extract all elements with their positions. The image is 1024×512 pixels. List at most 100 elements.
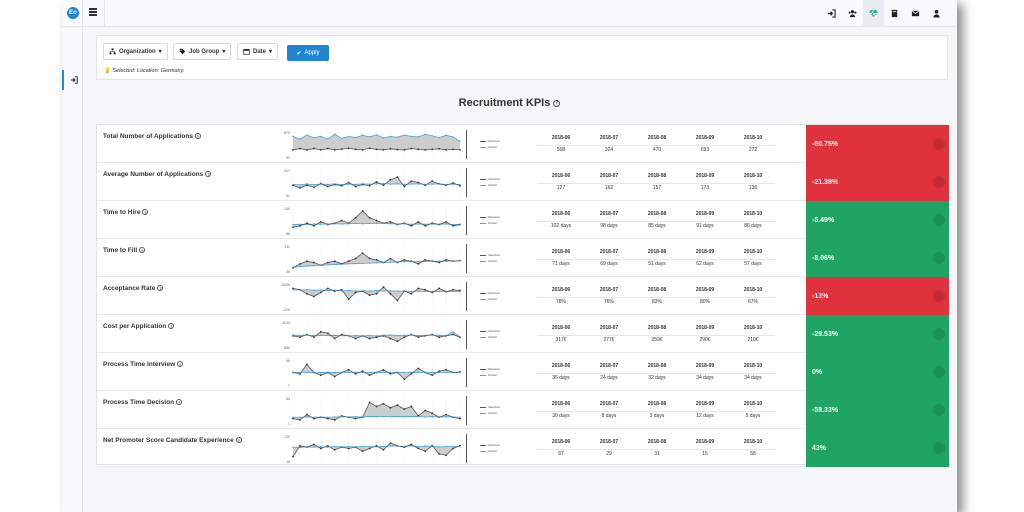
selection-point[interactable] <box>306 222 308 225</box>
global-point[interactable] <box>292 334 294 336</box>
selection-point[interactable] <box>396 176 399 178</box>
selection-point[interactable] <box>445 368 447 371</box>
global-point[interactable] <box>327 183 329 186</box>
global-point[interactable] <box>452 183 454 185</box>
global-point[interactable] <box>361 416 364 418</box>
global-point[interactable] <box>313 223 315 225</box>
heart-pulse-icon[interactable] <box>863 0 884 27</box>
selection-point[interactable] <box>319 220 322 223</box>
global-point[interactable] <box>375 289 378 292</box>
envelope-icon[interactable] <box>905 0 926 27</box>
global-point[interactable] <box>375 262 378 264</box>
global-point[interactable] <box>313 371 315 374</box>
global-point[interactable] <box>431 334 433 336</box>
selection-point[interactable] <box>410 405 413 408</box>
global-point[interactable] <box>327 446 329 448</box>
selection-point[interactable] <box>347 368 350 371</box>
selection-point[interactable] <box>452 288 454 291</box>
global-point[interactable] <box>452 260 454 262</box>
selection-point[interactable] <box>347 181 350 184</box>
global-point[interactable] <box>445 183 447 186</box>
global-point[interactable] <box>313 289 315 291</box>
global-point[interactable] <box>354 371 357 373</box>
global-point[interactable] <box>334 416 336 418</box>
help-icon[interactable]: ? <box>139 247 146 254</box>
global-point[interactable] <box>389 135 392 138</box>
selection-point[interactable] <box>340 184 343 187</box>
selection-point[interactable] <box>368 401 371 404</box>
selection-point[interactable] <box>354 216 357 219</box>
global-point[interactable] <box>334 223 336 225</box>
selection-point[interactable] <box>375 181 378 183</box>
global-point[interactable] <box>334 289 336 291</box>
selection-point[interactable] <box>368 294 371 297</box>
global-point[interactable] <box>396 261 399 263</box>
global-point[interactable] <box>452 371 454 374</box>
selection-point[interactable] <box>431 291 434 294</box>
global-point[interactable] <box>306 446 308 448</box>
global-point[interactable] <box>341 446 343 448</box>
help-icon[interactable]: ? <box>194 133 201 140</box>
selection-point[interactable] <box>306 292 308 295</box>
global-point[interactable] <box>327 264 329 266</box>
selection-point[interactable] <box>361 252 364 254</box>
apply-button[interactable]: ✔ Apply <box>287 45 329 61</box>
selection-point[interactable] <box>410 443 413 446</box>
global-point[interactable] <box>403 371 406 374</box>
global-point[interactable] <box>417 371 419 373</box>
selection-point[interactable] <box>347 298 350 301</box>
global-point[interactable] <box>431 223 433 225</box>
global-point[interactable] <box>389 416 392 418</box>
selection-point[interactable] <box>354 337 357 340</box>
global-point[interactable] <box>354 136 357 139</box>
selection-point[interactable] <box>382 149 385 151</box>
selection-point[interactable] <box>424 225 427 227</box>
selection-point[interactable] <box>292 226 294 229</box>
selection-point[interactable] <box>403 336 406 339</box>
selection-point[interactable] <box>403 408 406 411</box>
global-point[interactable] <box>306 416 308 418</box>
selection-point[interactable] <box>452 148 454 151</box>
selection-point[interactable] <box>417 287 420 290</box>
global-point[interactable] <box>327 416 329 418</box>
selection-point[interactable] <box>312 186 315 189</box>
global-point[interactable] <box>424 260 426 263</box>
trend-icon[interactable] <box>933 138 945 150</box>
selection-point[interactable] <box>354 185 357 188</box>
global-point[interactable] <box>459 335 461 338</box>
selection-point[interactable] <box>333 149 336 151</box>
global-point[interactable] <box>424 445 426 447</box>
selection-point[interactable] <box>396 299 399 302</box>
global-point[interactable] <box>292 183 294 186</box>
global-point[interactable] <box>320 334 322 337</box>
global-point[interactable] <box>313 416 315 418</box>
global-point[interactable] <box>438 183 440 185</box>
global-point[interactable] <box>306 223 308 226</box>
selection-point[interactable] <box>410 225 413 227</box>
global-point[interactable] <box>410 223 412 225</box>
global-point[interactable] <box>382 290 385 292</box>
selection-point[interactable] <box>368 447 371 450</box>
selection-point[interactable] <box>389 442 392 444</box>
selection-point[interactable] <box>361 210 364 212</box>
global-point[interactable] <box>320 416 322 418</box>
global-point[interactable] <box>327 289 329 292</box>
selection-point[interactable] <box>431 412 434 415</box>
global-point[interactable] <box>354 222 357 225</box>
selection-point[interactable] <box>424 409 427 412</box>
selection-point[interactable] <box>312 295 315 298</box>
global-point[interactable] <box>382 445 385 448</box>
selection-point[interactable] <box>312 261 315 264</box>
global-point[interactable] <box>354 183 357 186</box>
global-point[interactable] <box>354 416 357 418</box>
selection-point[interactable] <box>326 444 329 447</box>
help-icon[interactable]: ? <box>168 323 175 330</box>
global-point[interactable] <box>445 371 447 374</box>
global-point[interactable] <box>389 290 392 292</box>
app-logo[interactable]: Eo <box>67 7 79 19</box>
global-point[interactable] <box>341 183 343 186</box>
global-point[interactable] <box>341 416 343 418</box>
selection-point[interactable] <box>361 450 364 453</box>
selection-point[interactable] <box>403 185 406 188</box>
global-point[interactable] <box>292 266 294 268</box>
